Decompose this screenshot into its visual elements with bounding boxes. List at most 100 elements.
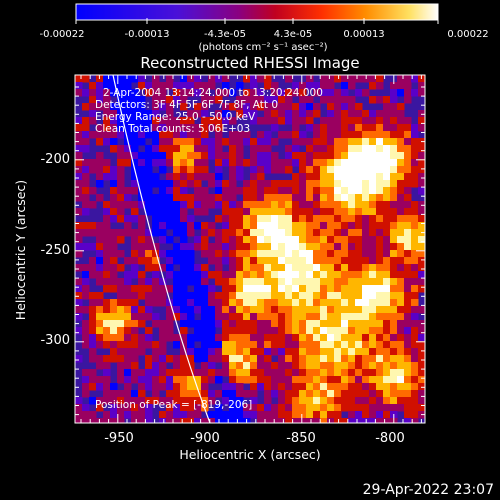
intensity-pixel	[390, 383, 398, 391]
intensity-pixel	[173, 131, 181, 139]
intensity-pixel	[257, 201, 265, 209]
intensity-pixel	[390, 173, 398, 181]
intensity-pixel	[145, 397, 153, 405]
intensity-pixel	[271, 222, 279, 230]
intensity-pixel	[278, 110, 286, 118]
intensity-pixel	[124, 334, 132, 342]
intensity-pixel	[222, 355, 230, 363]
intensity-pixel	[390, 313, 398, 321]
intensity-pixel	[271, 362, 279, 370]
intensity-pixel	[278, 89, 286, 97]
intensity-pixel	[229, 138, 237, 146]
intensity-pixel	[327, 292, 335, 300]
intensity-pixel	[250, 110, 258, 118]
intensity-pixel	[390, 110, 398, 118]
intensity-pixel	[82, 117, 90, 125]
intensity-pixel	[320, 166, 328, 174]
intensity-pixel	[180, 334, 188, 342]
intensity-pixel	[194, 397, 202, 405]
intensity-pixel	[264, 369, 272, 377]
intensity-pixel	[117, 229, 125, 237]
intensity-pixel	[243, 313, 251, 321]
intensity-pixel	[306, 152, 314, 160]
intensity-pixel	[397, 313, 405, 321]
intensity-pixel	[257, 411, 265, 419]
intensity-pixel	[124, 348, 132, 356]
intensity-pixel	[257, 285, 265, 293]
intensity-pixel	[215, 411, 223, 419]
intensity-pixel	[369, 320, 377, 328]
intensity-pixel	[292, 271, 300, 279]
intensity-pixel	[320, 229, 328, 237]
intensity-pixel	[250, 306, 258, 314]
intensity-pixel	[348, 299, 356, 307]
intensity-pixel	[166, 418, 174, 423]
intensity-pixel	[82, 341, 90, 349]
intensity-pixel	[187, 201, 195, 209]
intensity-pixel	[334, 229, 342, 237]
intensity-pixel	[215, 257, 223, 265]
intensity-pixel	[355, 327, 363, 335]
intensity-pixel	[285, 397, 293, 405]
intensity-pixel	[334, 404, 342, 412]
intensity-pixel	[320, 278, 328, 286]
colorbar-tick-marks	[75, 18, 439, 24]
intensity-pixel	[418, 397, 425, 405]
intensity-pixel	[418, 201, 425, 209]
intensity-pixel	[180, 362, 188, 370]
intensity-pixel	[187, 383, 195, 391]
intensity-pixel	[243, 89, 251, 97]
intensity-pixel	[145, 411, 153, 419]
intensity-pixel	[355, 152, 363, 160]
intensity-pixel	[208, 96, 216, 104]
intensity-pixel	[418, 89, 425, 97]
intensity-pixel	[222, 110, 230, 118]
intensity-pixel	[124, 257, 132, 265]
intensity-pixel	[299, 278, 307, 286]
intensity-pixel	[159, 376, 167, 384]
intensity-pixel	[201, 341, 209, 349]
intensity-pixel	[320, 306, 328, 314]
intensity-pixel	[117, 341, 125, 349]
intensity-pixel	[306, 145, 314, 153]
intensity-pixel	[166, 383, 174, 391]
intensity-pixel	[89, 201, 97, 209]
intensity-pixel	[180, 369, 188, 377]
intensity-pixel	[334, 313, 342, 321]
intensity-pixel	[201, 208, 209, 216]
intensity-pixel	[313, 250, 321, 258]
intensity-pixel	[327, 369, 335, 377]
intensity-pixel	[404, 208, 412, 216]
intensity-pixel	[313, 397, 321, 405]
intensity-pixel	[285, 320, 293, 328]
intensity-pixel	[292, 404, 300, 412]
intensity-pixel	[222, 313, 230, 321]
intensity-pixel	[348, 124, 356, 132]
intensity-pixel	[327, 96, 335, 104]
intensity-pixel	[124, 271, 132, 279]
intensity-pixel	[145, 250, 153, 258]
intensity-pixel	[138, 152, 146, 160]
intensity-pixel	[306, 411, 314, 419]
intensity-pixel	[313, 243, 321, 251]
intensity-pixel	[390, 194, 398, 202]
intensity-pixel	[334, 173, 342, 181]
intensity-pixel	[397, 152, 405, 160]
intensity-pixel	[243, 348, 251, 356]
intensity-pixel	[362, 166, 370, 174]
intensity-pixel	[341, 369, 349, 377]
intensity-pixel	[285, 75, 293, 83]
intensity-pixel	[383, 103, 391, 111]
intensity-pixel	[334, 166, 342, 174]
intensity-pixel	[264, 145, 272, 153]
intensity-pixel	[271, 96, 279, 104]
intensity-pixel	[96, 362, 104, 370]
colorbar-tick-label-5: 0.00013	[343, 29, 384, 40]
intensity-pixel	[376, 271, 384, 279]
intensity-pixel	[138, 187, 146, 195]
intensity-pixel	[299, 201, 307, 209]
intensity-pixel	[75, 397, 83, 405]
intensity-pixel	[320, 138, 328, 146]
intensity-pixel	[369, 348, 377, 356]
intensity-pixel	[187, 278, 195, 286]
